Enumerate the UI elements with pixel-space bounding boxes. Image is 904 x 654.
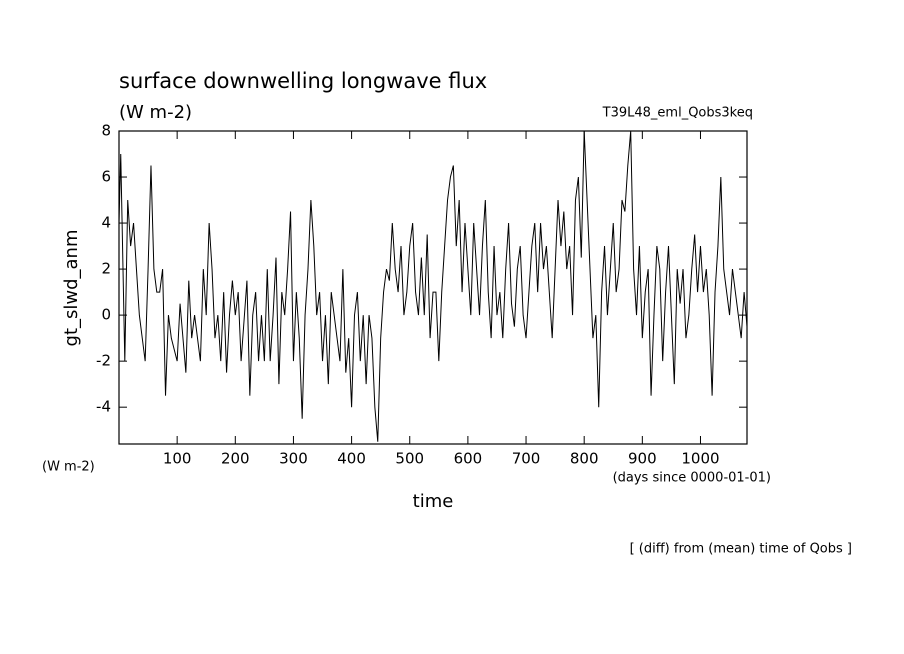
data-line: [118, 130, 748, 442]
y-tick-label: 0: [101, 306, 111, 324]
y-tick-label: 8: [101, 122, 111, 140]
x-tick-label: 400: [337, 450, 366, 468]
x-tick-label: 100: [163, 450, 192, 468]
run-label: T39L48_eml_Qobs3keq: [602, 106, 753, 121]
x-tick-label: 800: [570, 450, 599, 468]
x-tick-label: 600: [454, 450, 483, 468]
y-unit-label: (W m-2): [42, 460, 95, 475]
x-tick-label: 500: [395, 450, 424, 468]
plot-frame: [118, 130, 748, 445]
note: [ (diff) from (mean) time of Qobs ]: [630, 542, 852, 557]
chart-title: surface downwelling longwave flux: [119, 69, 487, 93]
x-tick-label: 1000: [681, 450, 719, 468]
x-tick-label: 200: [221, 450, 250, 468]
x-axis-label: time: [413, 491, 454, 512]
y-tick-label: 2: [101, 260, 111, 278]
x-tick-label: 300: [279, 450, 308, 468]
y-tick-label: 4: [101, 214, 111, 232]
y-tick-label: -2: [96, 352, 111, 370]
x-unit-label: (days since 0000-01-01): [613, 471, 771, 486]
y-tick-label: -4: [96, 398, 111, 416]
subtitle: (W m-2): [119, 102, 192, 123]
y-tick-label: 6: [101, 168, 111, 186]
y-axis-label: gt_slwd_anm: [61, 230, 82, 347]
x-tick-label: 900: [628, 450, 657, 468]
x-tick-label: 700: [512, 450, 541, 468]
